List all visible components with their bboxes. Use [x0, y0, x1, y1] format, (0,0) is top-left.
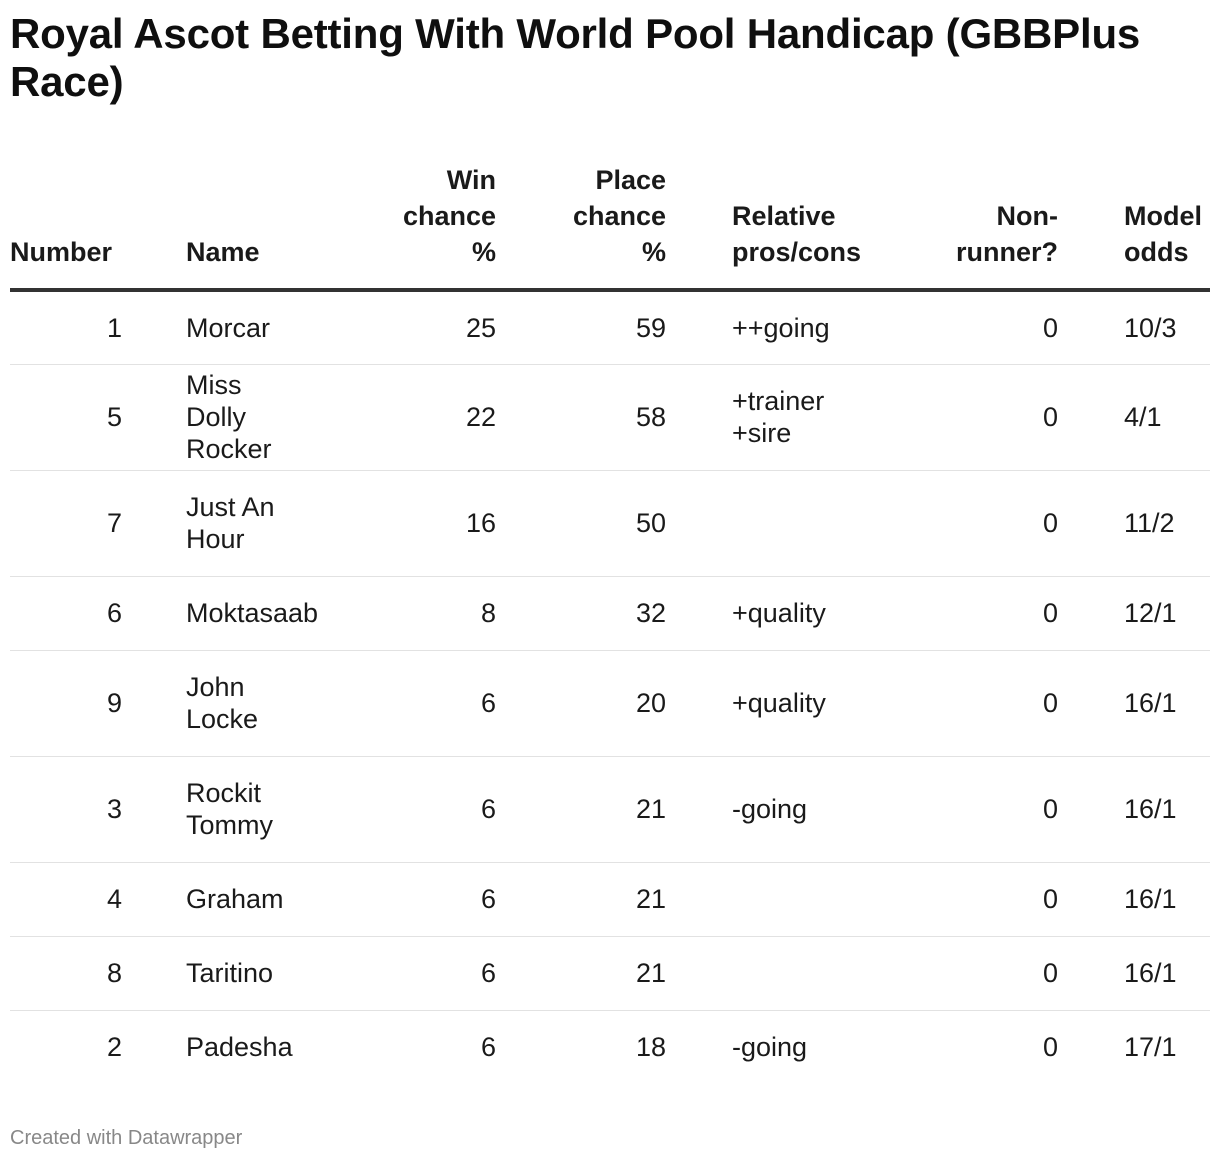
- horse-name: Graham: [186, 884, 284, 914]
- chart-title: Royal Ascot Betting With World Pool Hand…: [10, 10, 1141, 105]
- cell-place-chance: 32: [496, 576, 666, 651]
- horse-name: Moktasaab: [186, 598, 319, 628]
- horse-name: Taritino: [186, 958, 274, 988]
- cell-win-chance: 22: [300, 364, 496, 471]
- table-row: 2 Padesha 6 18 -going 0 17/1: [10, 1010, 1210, 1084]
- horse-name: Rockit Tommy: [186, 778, 273, 840]
- cell-model-odds: 16/1: [1058, 862, 1210, 937]
- cell-model-odds: 4/1: [1058, 364, 1210, 471]
- cell-model-odds: 10/3: [1058, 290, 1210, 365]
- cell-win-chance: 16: [300, 470, 496, 577]
- cell-place-chance: 59: [496, 290, 666, 365]
- cell-name: John Locke: [124, 650, 300, 757]
- cell-name: Moktasaab: [124, 576, 318, 651]
- cell-non-runner: 0: [888, 364, 1058, 471]
- cell-place-chance: 21: [496, 862, 666, 937]
- horse-name: Morcar: [186, 312, 271, 343]
- cell-name: Just An Hour: [124, 470, 300, 577]
- table-body: 1 Morcar 25 59 ++going 0 10/3 5 Miss Dol…: [10, 290, 1210, 1084]
- column-header-name[interactable]: Name: [124, 162, 300, 292]
- column-header-win-chance-label: Win chance %: [402, 165, 496, 267]
- cell-number: 3: [10, 756, 124, 863]
- cell-pros-cons: [666, 862, 888, 937]
- cell-win-chance: 6: [480, 1032, 496, 1063]
- cell-non-runner: 0: [888, 862, 1058, 937]
- table-row: 7 Just An Hour 16 50 0 11/2: [10, 470, 1210, 577]
- cell-model-odds: 11/2: [1058, 470, 1210, 577]
- cell-place-chance: 58: [496, 364, 666, 471]
- cell-non-runner: 0: [888, 936, 1058, 1011]
- cell-name: Rockit Tommy: [124, 756, 300, 863]
- cell-non-runner: 0: [888, 576, 1058, 651]
- cell-number: 2: [106, 1032, 122, 1063]
- cell-non-runner: 0: [888, 470, 1058, 577]
- cell-place-chance: 18: [635, 1032, 666, 1063]
- cell-name: Miss Dolly Rocker: [124, 364, 300, 471]
- cell-pros-cons: +trainer +sire: [666, 364, 888, 471]
- cell-win-chance: 25: [300, 290, 496, 365]
- cell-model-odds: 12/1: [1058, 576, 1210, 651]
- cell-model-odds: 16/1: [1058, 756, 1210, 863]
- cell-non-runner: 0: [888, 290, 1058, 365]
- column-header-non-runner[interactable]: Non-runner?: [888, 162, 1058, 292]
- cell-win-chance: 6: [300, 756, 496, 863]
- cell-number: 4: [10, 862, 124, 937]
- column-header-model-odds-label: Model odds: [1124, 201, 1202, 267]
- column-header-place-chance[interactable]: Place chance %: [496, 162, 666, 292]
- cell-pros-cons: -going: [732, 1032, 808, 1063]
- column-header-non-runner-label: Non-runner?: [955, 201, 1058, 267]
- cell-number: 5: [10, 364, 124, 471]
- cell-pros-cons: +quality: [666, 650, 888, 757]
- odds-table: Number Name Win chance % Place chance % …: [10, 162, 1210, 1084]
- cell-non-runner: 0: [888, 650, 1058, 757]
- horse-name: Just An Hour: [186, 492, 275, 554]
- cell-name: Taritino: [124, 936, 300, 1011]
- cell-win-chance: 6: [300, 862, 496, 937]
- footer-credit[interactable]: Created with Datawrapper: [10, 1127, 243, 1149]
- cell-win-chance: 6: [300, 650, 496, 757]
- cell-pros-cons: ++going: [666, 290, 888, 365]
- cell-model-odds: 17/1: [1124, 1032, 1177, 1063]
- cell-non-runner: 0: [1042, 1032, 1058, 1063]
- column-header-number[interactable]: Number: [10, 162, 124, 292]
- cell-number: 1: [10, 290, 124, 365]
- table-row: 3 Rockit Tommy 6 21 -going 0 16/1: [10, 756, 1210, 863]
- cell-model-odds: 16/1: [1058, 936, 1210, 1011]
- cell-place-chance: 50: [496, 470, 666, 577]
- cell-number: 6: [10, 576, 124, 651]
- cell-place-chance: 20: [496, 650, 666, 757]
- cell-number: 9: [10, 650, 124, 757]
- cell-number: 7: [10, 470, 124, 577]
- cell-pros-cons: -going: [666, 756, 888, 863]
- column-header-model-odds[interactable]: Model odds: [1058, 162, 1210, 292]
- horse-name: John Locke: [186, 672, 259, 734]
- table-row: 4 Graham 6 21 0 16/1: [10, 862, 1210, 937]
- cell-model-odds: 16/1: [1058, 650, 1210, 757]
- table-row: 9 John Locke 6 20 +quality 0 16/1: [10, 650, 1210, 757]
- table-row: 5 Miss Dolly Rocker 22 58 +trainer +sire…: [10, 364, 1210, 471]
- column-header-pros-cons-label: Relative pros/cons: [732, 201, 862, 267]
- cell-win-chance: 8: [300, 576, 496, 651]
- cell-name: Morcar: [124, 290, 300, 365]
- table-header: Number Name Win chance % Place chance % …: [10, 162, 1210, 292]
- table-row: 6 Moktasaab 8 32 +quality 0 12/1: [10, 576, 1210, 651]
- column-header-place-chance-label: Place chance %: [572, 165, 666, 267]
- horse-name: Miss Dolly Rocker: [186, 370, 272, 464]
- cell-pros-cons: +quality: [666, 576, 888, 651]
- column-header-win-chance[interactable]: Win chance %: [300, 162, 496, 292]
- column-header-pros-cons[interactable]: Relative pros/cons: [666, 162, 888, 292]
- cell-pros-cons: [666, 936, 888, 1011]
- header-row: Number Name Win chance % Place chance % …: [10, 162, 1210, 292]
- cell-number: 8: [10, 936, 124, 1011]
- cell-place-chance: 21: [496, 936, 666, 1011]
- cell-name: Padesha: [124, 1010, 300, 1084]
- cell-win-chance: 6: [300, 936, 496, 1011]
- table-row: 8 Taritino 6 21 0 16/1: [10, 936, 1210, 1011]
- cell-non-runner: 0: [888, 756, 1058, 863]
- cell-place-chance: 21: [496, 756, 666, 863]
- horse-name: Padesha: [186, 1032, 293, 1063]
- cell-name: Graham: [124, 862, 300, 937]
- cell-pros-cons: [666, 470, 888, 577]
- table-row: 1 Morcar 25 59 ++going 0 10/3: [10, 290, 1210, 365]
